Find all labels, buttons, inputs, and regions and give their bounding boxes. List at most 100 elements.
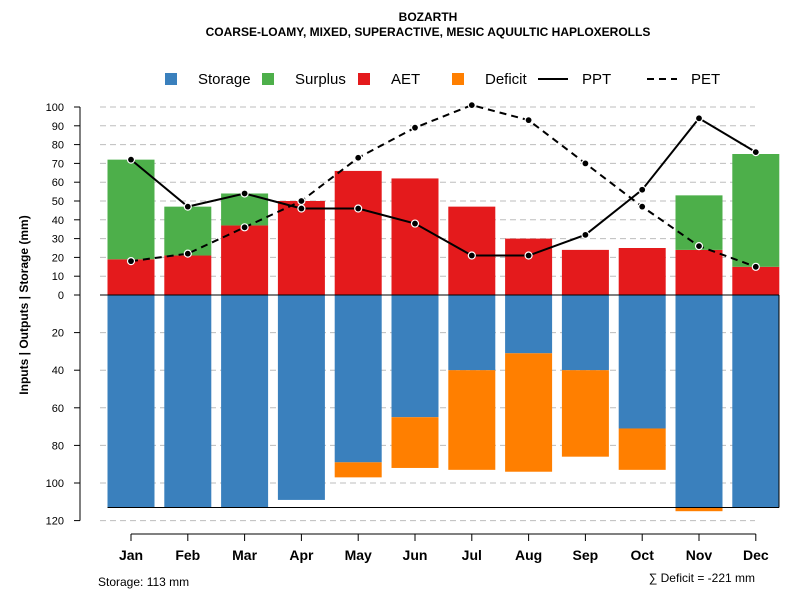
- legend-label-storage: Storage: [198, 71, 251, 88]
- storage-bar: [675, 295, 723, 508]
- line-group: [126, 101, 760, 271]
- ppt-point: [694, 114, 704, 123]
- legend-label-ppt: PPT: [582, 71, 611, 88]
- chart-title: BOZARTH: [399, 10, 458, 24]
- pet-point: [240, 223, 249, 232]
- aet-bar: [505, 238, 553, 295]
- ppt-point: [183, 202, 192, 211]
- month-label-may: May: [345, 547, 372, 563]
- storage-bar: [505, 295, 553, 354]
- legend-swatch-aet: [358, 73, 370, 85]
- pet-point: [694, 242, 704, 251]
- aet-bar: [618, 248, 666, 295]
- y-tick-label: 10: [52, 271, 64, 283]
- y-tick-label: 50: [52, 196, 64, 208]
- surplus-bar: [107, 159, 155, 260]
- pet-point: [581, 159, 590, 168]
- y-tick-label: 100: [46, 102, 64, 114]
- ppt-line: [130, 116, 757, 257]
- deficit-bar: [561, 370, 609, 457]
- y-tick-label: 100: [46, 478, 64, 490]
- deficit-bar: [391, 417, 439, 468]
- surplus-bar: [164, 206, 212, 256]
- legend-swatch-surplus: [262, 73, 274, 85]
- aet-bar: [391, 178, 439, 295]
- y-tick-label: 20: [52, 328, 64, 340]
- pet-point: [638, 202, 647, 211]
- aet-bar: [732, 266, 780, 295]
- deficit-bar: [618, 428, 666, 470]
- y-tick-label: 90: [52, 121, 64, 133]
- y-tick-label: 0: [58, 290, 64, 302]
- aet-bar: [561, 249, 609, 295]
- legend-label-deficit: Deficit: [485, 71, 528, 88]
- legend-swatch-deficit: [452, 73, 464, 85]
- month-label-sep: Sep: [573, 547, 599, 563]
- aet-bar: [675, 249, 723, 295]
- storage-bar: [391, 295, 439, 418]
- pet-point: [354, 153, 363, 162]
- ppt-point: [751, 148, 760, 157]
- ppt-point: [581, 230, 590, 239]
- ppt-point: [638, 185, 647, 194]
- surplus-bar: [675, 195, 723, 250]
- month-label-apr: Apr: [289, 547, 314, 563]
- chart-subtitle: COARSE-LOAMY, MIXED, SUPERACTIVE, MESIC …: [206, 25, 651, 39]
- deficit-bar: [448, 370, 496, 470]
- surplus-bar: [732, 154, 780, 267]
- ppt-point: [126, 155, 136, 164]
- aet-bar: [164, 255, 212, 295]
- storage-bar: [277, 295, 325, 500]
- y-tick-label: 70: [52, 158, 64, 170]
- storage-bar: [561, 295, 609, 371]
- ppt-point: [297, 204, 306, 213]
- axes: 0 10 20 30 40 50 60 70 80 90 100 20 40 60 80 100 120 Jan F…: [46, 102, 769, 563]
- pet-point: [410, 123, 420, 132]
- deficit-bar: [505, 353, 553, 472]
- deficit-sum-footnote: ∑ Deficit = -221 mm: [649, 571, 755, 585]
- y-tick-label: 30: [52, 234, 64, 246]
- storage-bar: [164, 295, 212, 508]
- aet-bar: [221, 225, 269, 295]
- ppt-point: [354, 204, 363, 213]
- bar-group: [100, 154, 780, 512]
- ppt-point: [410, 219, 420, 228]
- legend: Storage Surplus AET Deficit PPT PET: [165, 71, 720, 88]
- y-tick-label: 60: [52, 403, 64, 415]
- aet-bar: [277, 201, 325, 295]
- deficit-bar: [334, 462, 382, 478]
- y-tick-label: 60: [52, 177, 64, 189]
- storage-footnote: Storage: 113 mm: [98, 575, 189, 589]
- month-label-aug: Aug: [515, 547, 542, 563]
- aet-bar: [448, 206, 496, 295]
- storage-bar: [448, 295, 496, 371]
- month-label-feb: Feb: [175, 547, 200, 563]
- y-tick-label: 20: [52, 252, 64, 264]
- y-axis-label: Inputs | Outputs | Storage (mm): [17, 215, 31, 394]
- y-tick-label: 80: [52, 440, 64, 452]
- ppt-point: [467, 251, 476, 260]
- legend-label-aet: AET: [391, 71, 420, 88]
- storage-bar: [732, 295, 780, 508]
- y-tick-label: 120: [46, 516, 64, 528]
- y-tick-label: 40: [52, 215, 64, 227]
- pet-point: [126, 257, 136, 266]
- ppt-point: [524, 251, 533, 260]
- pet-point: [183, 249, 192, 258]
- pet-point: [524, 116, 533, 125]
- month-label-jan: Jan: [119, 547, 143, 563]
- storage-bar: [618, 295, 666, 429]
- y-tick-label: 40: [52, 365, 64, 377]
- month-label-oct: Oct: [631, 547, 655, 563]
- ppt-point: [240, 189, 249, 198]
- storage-bar: [221, 295, 269, 508]
- month-label-mar: Mar: [232, 547, 257, 563]
- month-label-dec: Dec: [743, 547, 769, 563]
- deficit-bar: [675, 507, 723, 512]
- legend-swatch-storage: [165, 73, 177, 85]
- month-label-jun: Jun: [403, 547, 428, 563]
- legend-label-pet: PET: [691, 71, 720, 88]
- month-label-jul: Jul: [462, 547, 482, 563]
- pet-point: [467, 101, 476, 110]
